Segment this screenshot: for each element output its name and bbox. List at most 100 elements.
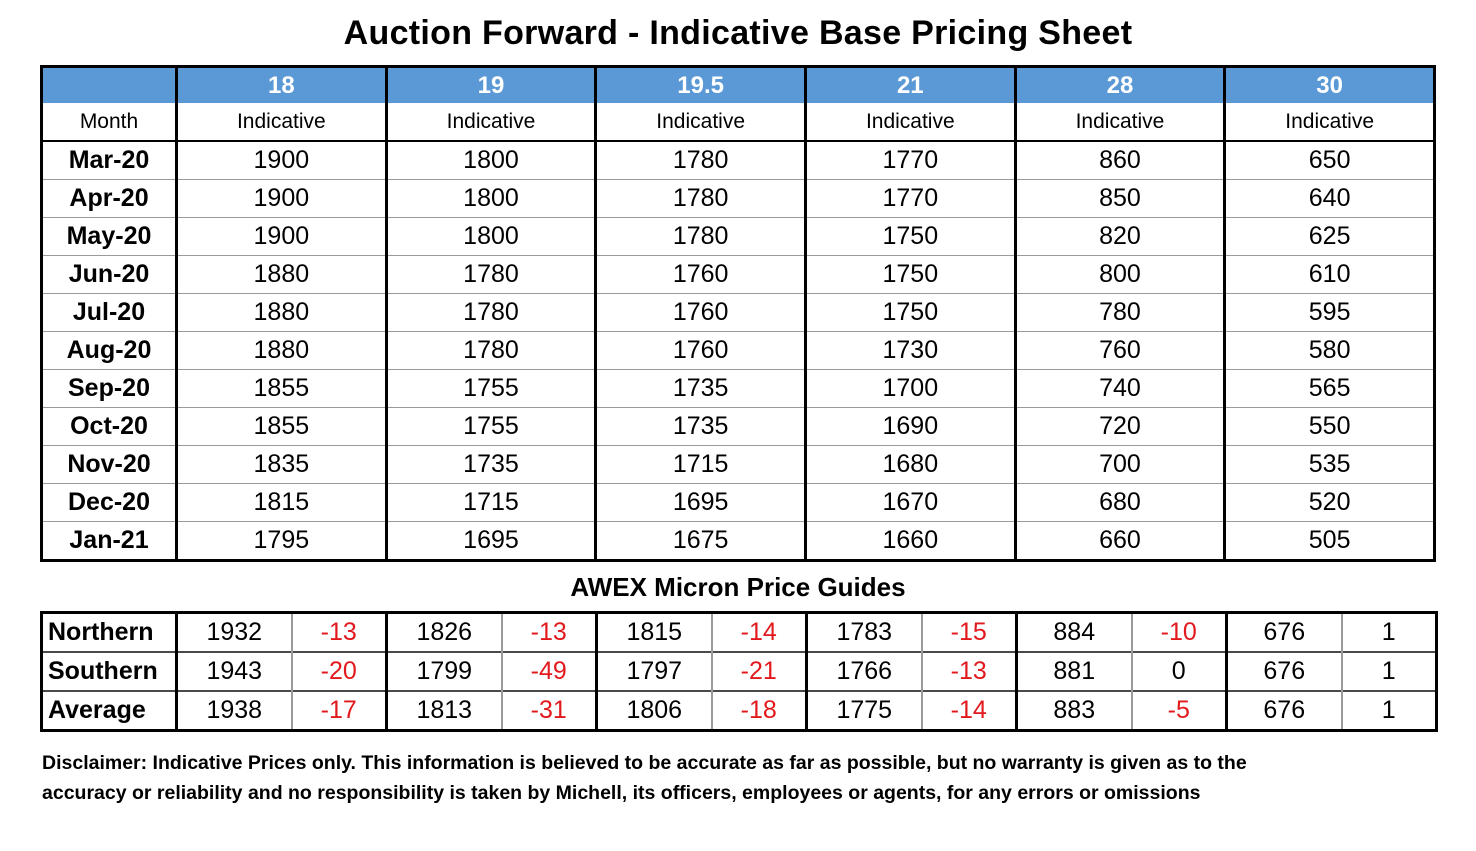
month-label: Mar-20 [40, 140, 177, 180]
indicative-header: Indicative [175, 103, 387, 141]
awex-change-cell: -20 [290, 651, 387, 691]
awex-row: Southern 1943 -20 1799 -49 1797 -21 1766 -13 881 0… [40, 651, 1437, 691]
price-cell: 1880 [175, 331, 387, 370]
price-cell: 1780 [594, 217, 806, 256]
price-cell: 565 [1223, 369, 1435, 408]
price-cell: 640 [1223, 179, 1435, 218]
awex-change-cell: -21 [710, 651, 807, 691]
month-row: Jul-20 1880 1780 1760 1750 780 595 [40, 293, 1435, 332]
month-label: Sep-20 [40, 369, 177, 408]
price-cell: 820 [1013, 217, 1225, 256]
price-cell: 1780 [384, 293, 596, 332]
price-cell: 720 [1013, 407, 1225, 446]
awex-section-title: AWEX Micron Price Guides [570, 572, 906, 602]
price-cell: 800 [1013, 255, 1225, 294]
pricing-sheet-page: Auction Forward - Indicative Base Pricin… [0, 14, 1476, 808]
micron-header-21: 21 [803, 66, 1016, 103]
price-cell: 1760 [594, 293, 806, 332]
price-cell: 1735 [594, 369, 806, 408]
disclaimer-line-1: Disclaimer: Indicative Prices only. This… [42, 752, 1247, 774]
micron-header-18: 18 [175, 66, 387, 103]
price-cell: 550 [1223, 407, 1435, 446]
month-label: Aug-20 [40, 331, 177, 370]
price-cell: 1855 [175, 407, 387, 446]
awex-row: Average 1938 -17 1813 -31 1806 -18 1775 -14 883 -5… [40, 690, 1437, 731]
price-cell: 1660 [803, 521, 1016, 561]
month-label: Jun-20 [40, 255, 177, 294]
month-row: Aug-20 1880 1780 1760 1730 760 580 [40, 331, 1435, 370]
price-cell: 1770 [803, 140, 1016, 180]
awex-change-cell: 0 [1130, 651, 1227, 691]
price-cell: 1800 [384, 140, 596, 180]
price-cell: 1795 [175, 521, 387, 561]
price-cell: 1780 [384, 255, 596, 294]
month-row: Mar-20 1900 1800 1780 1770 860 650 [40, 140, 1435, 180]
month-label: Jul-20 [40, 293, 177, 332]
price-cell: 1770 [803, 179, 1016, 218]
price-cell: 1735 [384, 445, 596, 484]
awex-change-cell: -13 [920, 651, 1017, 691]
price-cell: 1715 [594, 445, 806, 484]
price-cell: 1675 [594, 521, 806, 561]
price-cell: 1730 [803, 331, 1016, 370]
awex-change-cell: -17 [290, 690, 387, 731]
month-column-header: Month [40, 103, 177, 141]
awex-price-cell: 884 [1015, 612, 1132, 652]
price-cell: 535 [1223, 445, 1435, 484]
price-cell: 1800 [384, 217, 596, 256]
awex-price-cell: 1806 [595, 690, 712, 731]
awex-region-label: Northern [40, 612, 177, 652]
price-cell: 1880 [175, 293, 387, 332]
month-label: Dec-20 [40, 483, 177, 522]
price-cell: 610 [1223, 255, 1435, 294]
price-cell: 1750 [803, 293, 1016, 332]
indicative-header: Indicative [1013, 103, 1225, 141]
price-cell: 505 [1223, 521, 1435, 561]
micron-header-row: 18 19 19.5 21 28 30 [40, 66, 1435, 103]
price-cell: 1700 [803, 369, 1016, 408]
month-row: Sep-20 1855 1755 1735 1700 740 565 [40, 369, 1435, 408]
awex-price-cell: 676 [1225, 651, 1342, 691]
price-cell: 1780 [594, 140, 806, 180]
month-row: Jun-20 1880 1780 1760 1750 800 610 [40, 255, 1435, 294]
month-row: Jan-21 1795 1695 1675 1660 660 505 [40, 521, 1435, 561]
micron-header-28: 28 [1013, 66, 1225, 103]
indicative-header: Indicative [594, 103, 806, 141]
awex-price-cell: 881 [1015, 651, 1132, 691]
price-cell: 1900 [175, 217, 387, 256]
page-title: Auction Forward - Indicative Base Pricin… [343, 14, 1133, 52]
price-cell: 1735 [594, 407, 806, 446]
micron-header-19: 19 [384, 66, 596, 103]
price-cell: 1750 [803, 255, 1016, 294]
awex-change-cell: -18 [710, 690, 807, 731]
awex-change-cell: 1 [1340, 690, 1437, 731]
price-cell: 1695 [384, 521, 596, 561]
price-cell: 1690 [803, 407, 1016, 446]
micron-header-30: 30 [1223, 66, 1435, 103]
awex-region-label: Southern [40, 651, 177, 691]
price-cell: 520 [1223, 483, 1435, 522]
price-cell: 860 [1013, 140, 1225, 180]
price-cell: 1755 [384, 407, 596, 446]
awex-change-cell: -14 [920, 690, 1017, 731]
month-row: Apr-20 1900 1800 1780 1770 850 640 [40, 179, 1435, 218]
awex-change-cell: 1 [1340, 612, 1437, 652]
price-cell: 1900 [175, 140, 387, 180]
price-cell: 1670 [803, 483, 1016, 522]
awex-row: Northern 1932 -13 1826 -13 1815 -14 1783 -15 884-… [40, 612, 1437, 652]
price-cell: 1760 [594, 331, 806, 370]
month-row: Oct-20 1855 1755 1735 1690 720 550 [40, 407, 1435, 446]
month-row: Nov-20 1835 1735 1715 1680 700 535 [40, 445, 1435, 484]
month-label: Nov-20 [40, 445, 177, 484]
awex-change-cell: -13 [290, 612, 387, 652]
awex-price-cell: 1815 [595, 612, 712, 652]
awex-price-cell: 1938 [175, 690, 292, 731]
month-label: Oct-20 [40, 407, 177, 446]
price-cell: 1695 [594, 483, 806, 522]
price-cell: 650 [1223, 140, 1435, 180]
awex-price-table: Northern 1932 -13 1826 -13 1815 -14 1783 -15 884-… [40, 611, 1438, 732]
price-cell: 1815 [175, 483, 387, 522]
indicative-header: Indicative [1223, 103, 1435, 141]
price-cell: 680 [1013, 483, 1225, 522]
month-row: May-20 1900 1800 1780 1750 820 625 [40, 217, 1435, 256]
